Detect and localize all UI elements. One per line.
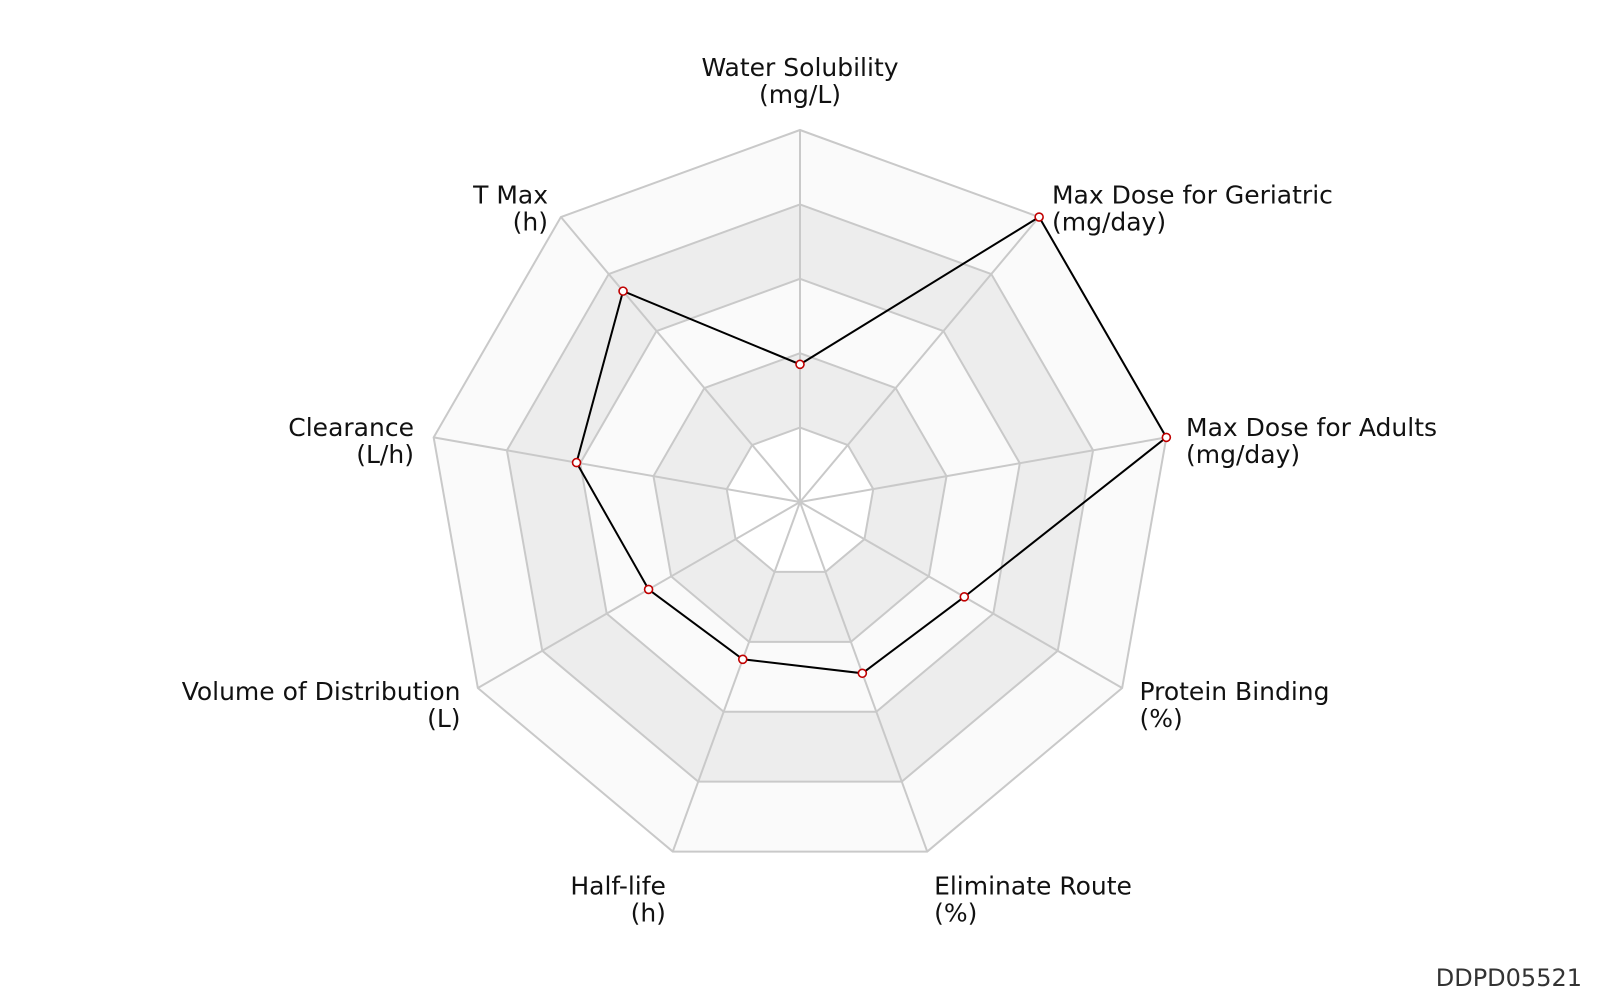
axis-label: Eliminate Route (%) — [934, 871, 1132, 927]
axis-label-unit: (mg/L) — [759, 80, 841, 109]
axis-label: Protein Binding (%) — [1139, 677, 1329, 733]
series-line — [575, 215, 1168, 675]
axis-label: Half-life (h) — [570, 871, 666, 927]
axis-label-unit: (L/h) — [356, 440, 414, 469]
radar-spoke — [477, 501, 801, 689]
axis-label-unit: (%) — [1139, 704, 1182, 733]
axis-label-name: Max Dose for Adults — [1186, 413, 1437, 442]
axis-label-name: Max Dose for Geriatric — [1052, 181, 1333, 210]
radar-spokes — [433, 130, 1167, 852]
axis-label: Max Dose for Geriatric (mg/day) — [1052, 181, 1333, 237]
data-point — [737, 654, 748, 665]
axis-label-unit: (mg/day) — [1052, 208, 1166, 237]
radar-spoke — [560, 216, 801, 503]
radar-ring-2 — [652, 352, 948, 643]
axis-label-name: T Max — [472, 181, 548, 210]
radar-axis-labels: Water Solubility (mg/L) Max Dose for Geria… — [182, 53, 1437, 927]
axis-label: Water Solubility (mg/L) — [701, 53, 898, 109]
data-point — [795, 359, 805, 370]
axis-label-name: Water Solubility — [701, 53, 898, 82]
radar-spoke — [799, 436, 1167, 503]
data-point — [643, 584, 654, 595]
radar-ring-4 — [505, 203, 1095, 783]
radar-spoke — [671, 501, 801, 852]
watermark-id: DDPD05521 — [1435, 964, 1582, 992]
axis-label-name: Eliminate Route — [934, 871, 1132, 900]
data-point — [1161, 432, 1172, 443]
data-point — [857, 668, 868, 679]
radar-ring-1 — [725, 426, 875, 573]
radar-spoke — [433, 436, 801, 503]
axis-label-unit: (%) — [934, 898, 977, 927]
axis-label: Max Dose for Adults (mg/day) — [1186, 413, 1437, 469]
data-point — [1034, 212, 1044, 222]
data-point — [618, 286, 628, 296]
axis-label-unit: (h) — [631, 898, 666, 927]
axis-label: T Max (h) — [472, 181, 548, 237]
axis-label-name: Half-life — [570, 871, 666, 900]
data-point — [959, 592, 970, 602]
data-point — [571, 457, 582, 468]
radar-spoke — [799, 216, 1040, 503]
axis-label-name: Clearance — [288, 413, 414, 442]
axis-label: Volume of Distribution (L) — [182, 677, 461, 733]
radar-series — [571, 212, 1172, 679]
axis-label-name: Protein Binding — [1139, 677, 1329, 706]
axis-label-unit: (mg/day) — [1186, 440, 1300, 469]
axis-label-unit: (L) — [427, 704, 460, 733]
axis-label-unit: (h) — [513, 208, 548, 237]
axis-label-name: Volume of Distribution — [182, 677, 461, 706]
axis-label: Clearance (L/h) — [288, 413, 414, 469]
radar-ring-3 — [579, 277, 1021, 713]
